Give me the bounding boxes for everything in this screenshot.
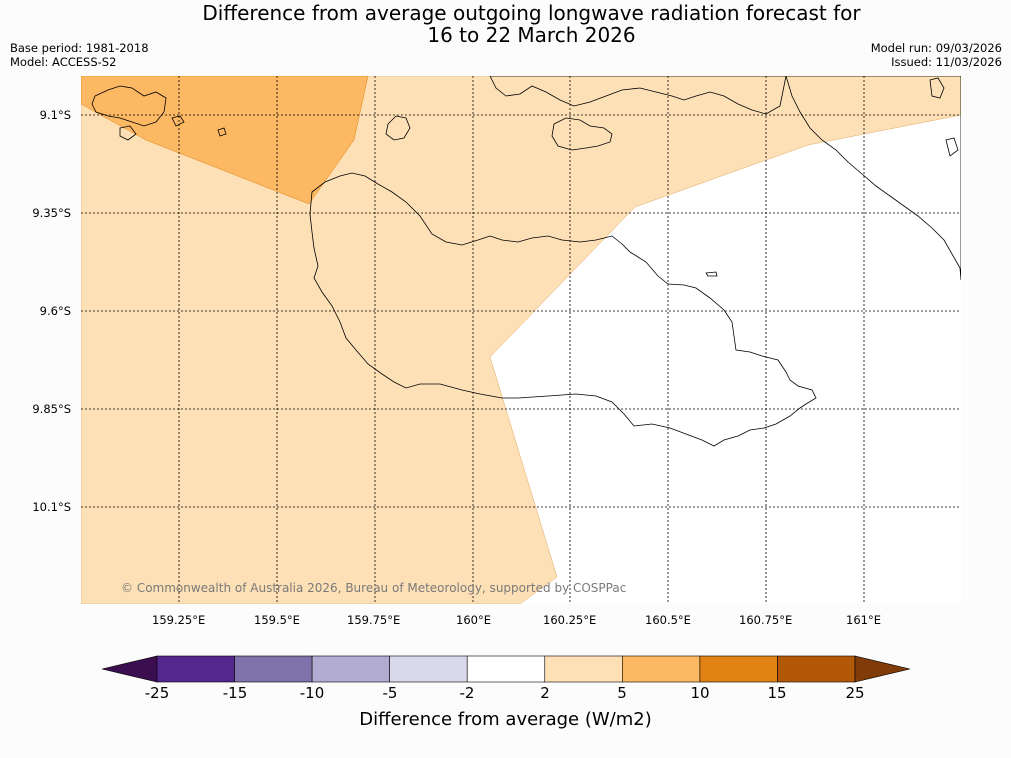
lon-label: 161°E (846, 613, 881, 627)
lon-label: 160.25°E (543, 613, 597, 627)
lon-label: 159.5°E (254, 613, 300, 627)
lon-label: 160.75°E (739, 613, 793, 627)
coastline-nw-islet (119, 125, 137, 141)
lon-label: 159.25°E (152, 613, 206, 627)
coastline-malaita (489, 76, 787, 115)
colorbar (101, 655, 911, 683)
coastline-nw-islet3 (217, 127, 227, 137)
coastline-makira (785, 76, 961, 281)
lon-label: 160.5°E (645, 613, 691, 627)
coastline-florida-islands (551, 117, 613, 151)
model-name: Model: ACCESS-S2 (10, 55, 117, 69)
base-period: Base period: 1981-2018 (10, 41, 149, 55)
colorbar-bin (156, 655, 235, 683)
copyright-notice: © Commonwealth of Australia 2026, Bureau… (121, 581, 626, 595)
anomaly-region-2-to-5 (81, 76, 961, 604)
colorbar-arrow-high (854, 655, 911, 683)
colorbar-bin (234, 655, 313, 683)
colorbar-label: 10 (690, 684, 710, 702)
lon-label: 159.75°E (347, 613, 401, 627)
coastline-east-islet2 (945, 137, 959, 157)
colorbar-label: 25 (845, 684, 865, 702)
lat-label: 9.35°S (32, 206, 71, 220)
lat-label: 9.85°S (32, 402, 71, 416)
colorbar-arrow-low (101, 655, 158, 683)
coastline-small-island (385, 115, 411, 141)
colorbar-bin (466, 655, 546, 683)
coastline-guadalcanal (309, 172, 817, 447)
coastline-east-islets (929, 77, 945, 99)
model-run: Model run: 09/03/2026 (870, 41, 1002, 55)
map-title-line1: Difference from average outgoing longwav… (202, 1, 861, 25)
colorbar-label: 2 (540, 684, 550, 702)
map-title-line2: 16 to 22 March 2026 (427, 23, 636, 47)
lat-label: 9.1°S (39, 108, 71, 122)
colorbar-label: -10 (299, 684, 325, 702)
graticule (81, 76, 961, 604)
colorbar-bin (544, 655, 623, 683)
colorbar-label: -25 (144, 684, 170, 702)
colorbar-title: Difference from average (W/m2) (359, 709, 652, 730)
coastline-nw-islet2 (171, 115, 185, 127)
colorbar-bin (699, 655, 778, 683)
colorbar-label: -15 (222, 684, 248, 702)
colorbar-bin (622, 655, 701, 683)
coastlines (91, 76, 961, 447)
lat-label: 10.1°S (32, 500, 71, 514)
colorbar-label: 5 (617, 684, 627, 702)
coastline-islet-centre (705, 271, 718, 277)
colorbar-bin (777, 655, 856, 683)
map-area (81, 76, 961, 604)
anomaly-region-5-to-10 (81, 76, 369, 205)
colorbar-label: -2 (459, 684, 475, 702)
coastline-nw-islands (91, 85, 167, 127)
colorbar-label: -5 (382, 684, 398, 702)
colorbar-label: 15 (767, 684, 787, 702)
lat-label: 9.6°S (39, 304, 71, 318)
lon-label: 160°E (456, 613, 491, 627)
colorbar-bin (311, 655, 390, 683)
colorbar-bin (389, 655, 468, 683)
issued-date: Issued: 11/03/2026 (891, 55, 1002, 69)
